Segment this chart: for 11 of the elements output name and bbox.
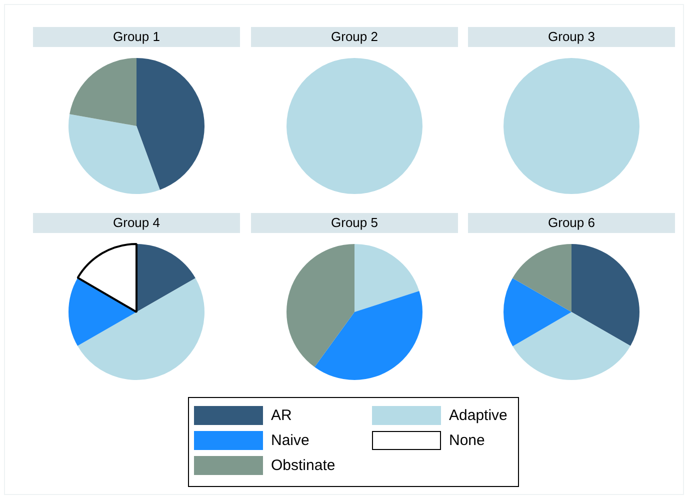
legend-label: AR (271, 407, 292, 424)
legend-label: None (449, 432, 485, 449)
legend-label: Naive (271, 432, 310, 449)
legend-label: Adaptive (449, 407, 508, 424)
slice-label: Group 2 (251, 27, 458, 47)
slice-label: Group 4 (33, 213, 240, 233)
slice-label: Group 5 (251, 213, 458, 233)
slice-label: Group 6 (468, 213, 675, 233)
slice-label: Group 3 (468, 27, 675, 47)
legend-label: Obstinate (271, 457, 336, 474)
slice-label: Group 1 (33, 27, 240, 47)
